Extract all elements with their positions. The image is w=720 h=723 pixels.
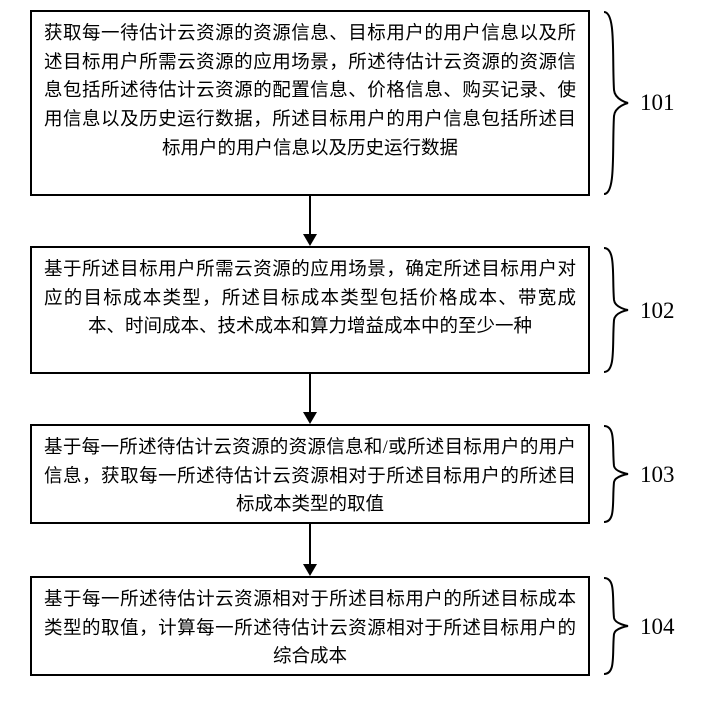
step-box-101: 获取每一待估计云资源的资源信息、目标用户的用户信息以及所述目标用户所需云资源的应… [30, 10, 590, 196]
arrow-down-icon [303, 412, 317, 424]
label-text: 101 [640, 90, 675, 115]
connector-3-4 [303, 524, 317, 576]
arrow-down-icon [303, 234, 317, 246]
brace-103 [602, 424, 630, 524]
arrow-down-icon [303, 564, 317, 576]
connector-line [309, 374, 311, 412]
brace-102 [602, 246, 630, 374]
step-text: 基于所述目标用户所需云资源的应用场景，确定所述目标用户对应的目标成本类型，所述目… [44, 260, 576, 337]
connector-1-2 [303, 196, 317, 246]
step-label-103: 103 [640, 462, 675, 488]
connector-line [309, 524, 311, 564]
connector-2-3 [303, 374, 317, 424]
label-text: 103 [640, 462, 675, 487]
brace-101 [602, 10, 630, 196]
step-text: 基于每一所述待估计云资源相对于所述目标用户的所述目标成本类型的取值，计算每一所述… [44, 590, 576, 667]
step-box-103: 基于每一所述待估计云资源的资源信息和/或所述目标用户的用户信息，获取每一所述待估… [30, 424, 590, 524]
step-box-104: 基于每一所述待估计云资源相对于所述目标用户的所述目标成本类型的取值，计算每一所述… [30, 576, 590, 676]
brace-104 [602, 576, 630, 676]
step-label-101: 101 [640, 90, 675, 116]
step-label-102: 102 [640, 298, 675, 324]
label-text: 102 [640, 298, 675, 323]
step-box-102: 基于所述目标用户所需云资源的应用场景，确定所述目标用户对应的目标成本类型，所述目… [30, 246, 590, 374]
step-text: 基于每一所述待估计云资源的资源信息和/或所述目标用户的用户信息，获取每一所述待估… [44, 438, 576, 515]
step-label-104: 104 [640, 614, 675, 640]
step-text: 获取每一待估计云资源的资源信息、目标用户的用户信息以及所述目标用户所需云资源的应… [44, 24, 576, 159]
label-text: 104 [640, 614, 675, 639]
flowchart-container: 获取每一待估计云资源的资源信息、目标用户的用户信息以及所述目标用户所需云资源的应… [0, 0, 720, 723]
connector-line [309, 196, 311, 234]
